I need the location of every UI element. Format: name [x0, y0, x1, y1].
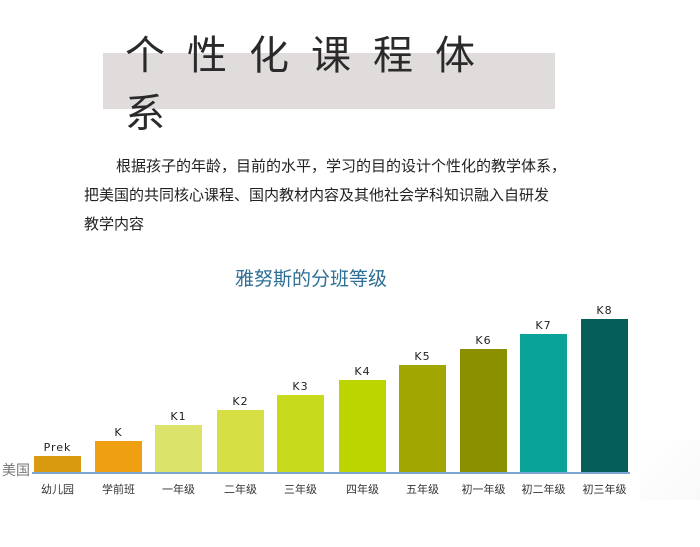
category-label: 初二年级 [521, 483, 566, 496]
bar-value-label: K8 [596, 304, 613, 317]
bar-k6 [460, 349, 507, 473]
category-label: 四年级 [346, 483, 379, 496]
bar-k [95, 441, 142, 473]
country-label: 美国 [2, 463, 30, 479]
category-label: 三年级 [284, 483, 317, 496]
bar-value-label: K6 [475, 334, 492, 347]
bar-value-label: K2 [232, 395, 249, 408]
intro-paragraph: 根据孩子的年龄，目前的水平，学习的目的设计个性化的教学体系， 把美国的共同核心课… [84, 152, 604, 239]
intro-line-2: 把美国的共同核心课程、国内教材内容及其他社会学科知识融入自研发 [84, 186, 550, 204]
decorative-shine [640, 440, 700, 500]
bar-value-label: K4 [354, 365, 371, 378]
category-label: 幼儿园 [41, 483, 74, 496]
category-label: 一年级 [162, 483, 195, 496]
category-label: 五年级 [406, 483, 439, 496]
bar-value-label: Prek [43, 441, 72, 454]
bar-k4 [339, 380, 386, 473]
category-label: 二年级 [224, 483, 257, 496]
chart-title: 雅努斯的分班等级 [234, 268, 387, 290]
bar-k7 [520, 334, 567, 473]
bar-value-label: K5 [414, 350, 431, 363]
bar-value-label: K3 [292, 380, 309, 393]
category-label: 学前班 [102, 483, 135, 496]
intro-line-3: 教学内容 [84, 215, 145, 233]
bar-k1 [155, 425, 202, 473]
bar-k3 [277, 395, 324, 473]
bar-value-label: K1 [170, 410, 187, 423]
bar-k8 [581, 319, 628, 473]
page-title: 个性化课程体系 [125, 33, 497, 137]
category-label: 初三年级 [582, 483, 627, 496]
chart-title-row: 雅努斯的分班等级 [0, 264, 700, 291]
bar-value-label: K7 [535, 319, 552, 332]
intro-line-1: 根据孩子的年龄，目前的水平，学习的目的设计个性化的教学体系， [116, 157, 567, 175]
bar-prek [34, 456, 81, 473]
bar-k2 [217, 410, 264, 473]
bar-k5 [399, 365, 446, 473]
page-title-box: 个性化课程体系 [103, 33, 555, 137]
chart-baseline [32, 472, 630, 474]
bar-value-label: K [114, 426, 123, 439]
category-label: 初一年级 [461, 483, 506, 496]
